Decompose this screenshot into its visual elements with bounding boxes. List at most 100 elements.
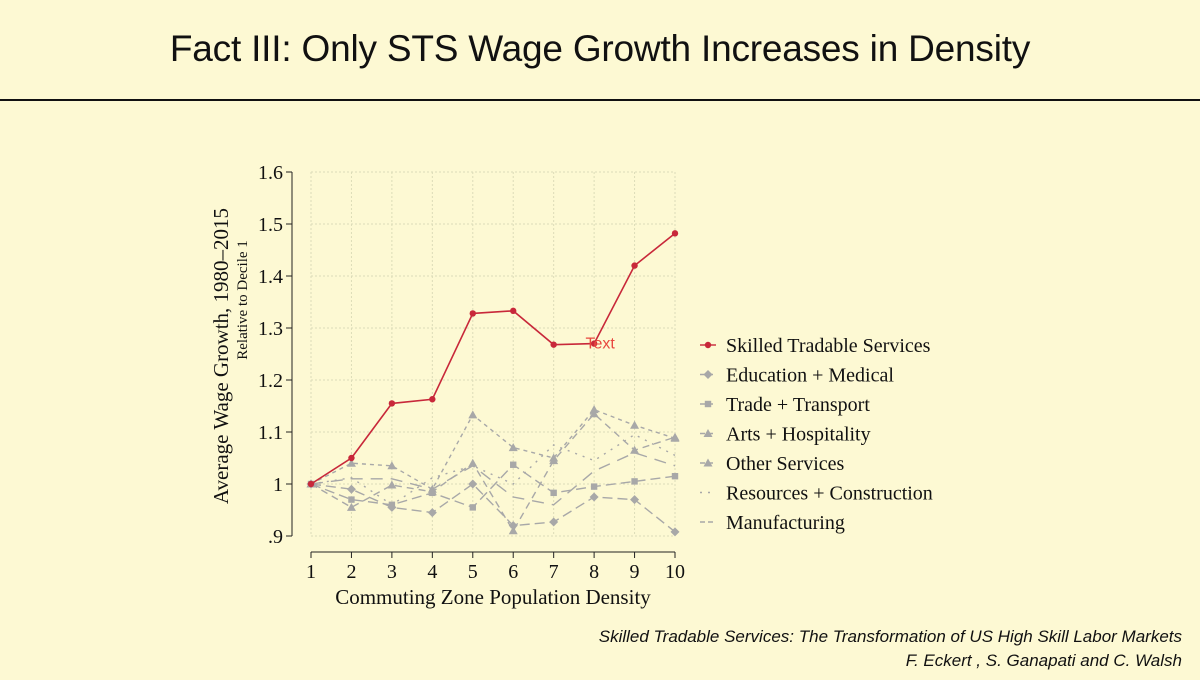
y-tick-label: 1.6 [258, 162, 283, 184]
y-tick-label: 1 [273, 474, 283, 496]
data-point-skilled-tradable-services [671, 230, 679, 237]
y-tick-label: .9 [268, 526, 283, 548]
series-resources-construction [310, 433, 676, 506]
legend-marker [703, 458, 713, 467]
data-point-education-medical [589, 492, 599, 502]
series-trade-transport [307, 461, 679, 511]
data-point-skilled-tradable-services [388, 400, 396, 407]
x-tick-label: 5 [468, 561, 478, 583]
data-point-education-medical [468, 479, 478, 489]
data-point-skilled-tradable-services [631, 262, 638, 269]
data-point-skilled-tradable-services [550, 341, 557, 348]
data-point-trade-transport [671, 473, 679, 480]
legend-marker [703, 429, 713, 437]
data-point-arts-hospitality [468, 458, 478, 467]
data-point-other-services [508, 443, 518, 452]
data-point-trade-transport [631, 478, 638, 485]
series-line-education-medical [310, 483, 676, 533]
y-tick-label: 1.2 [258, 370, 283, 392]
legend-item-arts-hospitality: Arts + Hospitality [700, 424, 871, 446]
legend-label: Resources + Construction [726, 483, 933, 505]
legend-label: Education + Medical [726, 365, 894, 387]
data-point-arts-hospitality [346, 502, 356, 511]
data-point-skilled-tradable-services [307, 480, 315, 488]
data-point-education-medical [670, 527, 680, 537]
y-tick-label: 1.3 [258, 318, 283, 340]
legend: Skilled Tradable Services Education + Med… [700, 335, 933, 534]
data-point-skilled-tradable-services [469, 310, 476, 317]
series-line-skilled-tradable-services [310, 232, 676, 485]
legend-label: Other Services [726, 453, 845, 475]
grid-layer [310, 171, 676, 537]
data-point-arts-hospitality [589, 409, 599, 418]
data-point-education-medical [427, 508, 437, 518]
x-tick-label: 6 [508, 561, 518, 583]
series-skilled-tradable-services [307, 230, 679, 488]
footer-authors: F. Eckert , S. Ganapati and C. Walsh [905, 651, 1182, 670]
series-line-arts-hospitality [310, 412, 676, 533]
data-point-other-services [630, 420, 640, 429]
y-tick-label: 1.4 [258, 266, 283, 288]
series-line-resources-construction [310, 433, 676, 506]
data-point-other-services [346, 458, 356, 467]
legend-marker [703, 370, 713, 379]
data-point-skilled-tradable-services [510, 307, 517, 315]
y-axis-sublabel: Relative to Decile 1 [235, 240, 251, 360]
x-tick-label: 8 [589, 561, 599, 583]
x-tick-label: 3 [387, 561, 397, 583]
data-point-education-medical [346, 484, 356, 494]
legend-label: Arts + Hospitality [726, 424, 871, 446]
data-point-arts-hospitality [387, 480, 397, 489]
data-point-trade-transport [469, 504, 476, 511]
data-point-arts-hospitality [630, 445, 640, 454]
series-layer [306, 230, 680, 537]
title-divider [0, 99, 1200, 101]
y-axis-label: Average Wage Growth, 1980–2015 [209, 208, 233, 504]
slide-title: Fact III: Only STS Wage Growth Increases… [169, 28, 1031, 69]
legend-label: Trade + Transport [726, 394, 870, 416]
data-point-skilled-tradable-services [348, 454, 355, 462]
chart-annotation: Text [585, 336, 615, 353]
legend-item-manufacturing: Manufacturing [700, 512, 845, 534]
data-point-other-services [549, 453, 559, 462]
axis-layer: .9 1 1.1 1.2 1.3 1.4 1.5 1.6 1 2 3 4 5 6 7 8 9 10 [258, 162, 685, 583]
data-point-education-medical [549, 517, 559, 527]
legend-item-resources-construction: Resources + Construction [700, 483, 933, 505]
legend-item-other-services: Other Services [700, 453, 845, 475]
data-point-other-services [589, 405, 599, 414]
legend-marker [704, 341, 712, 349]
x-tick-label: 7 [549, 561, 559, 583]
series-manufacturing [310, 452, 676, 506]
data-point-trade-transport [550, 489, 557, 497]
series-education-medical [306, 479, 680, 537]
series-line-manufacturing [310, 452, 676, 506]
x-tick-label: 4 [427, 561, 437, 583]
y-tick-label: 1.5 [258, 214, 283, 236]
x-tick-label: 10 [665, 561, 685, 583]
data-point-skilled-tradable-services [429, 396, 436, 403]
legend-item-skilled-tradable-services: Skilled Tradable Services [700, 335, 931, 357]
data-point-other-services [468, 410, 478, 419]
data-point-other-services [387, 461, 397, 470]
legend-item-trade-transport: Trade + Transport [700, 394, 870, 416]
data-point-other-services [670, 433, 680, 442]
x-tick-label: 2 [346, 561, 356, 583]
data-point-trade-transport [590, 483, 598, 490]
legend-marker [704, 400, 712, 408]
x-tick-label: 1 [306, 561, 316, 583]
legend-label: Manufacturing [726, 512, 845, 534]
data-point-arts-hospitality [508, 526, 518, 535]
data-point-trade-transport [510, 461, 517, 468]
x-axis-label: Commuting Zone Population Density [335, 585, 651, 609]
series-other-services [306, 405, 680, 493]
legend-item-education-medical: Education + Medical [700, 365, 894, 387]
x-tick-label: 9 [630, 561, 640, 583]
footer-paper-title: Skilled Tradable Services: The Transform… [598, 627, 1182, 646]
data-point-skilled-tradable-services [590, 340, 598, 347]
data-point-education-medical [630, 495, 640, 505]
slide-footer: Skilled Tradable Services: The Transform… [599, 625, 1182, 673]
series-line-trade-transport [310, 463, 676, 509]
y-tick-label: 1.1 [258, 422, 283, 444]
data-point-trade-transport [348, 496, 355, 503]
